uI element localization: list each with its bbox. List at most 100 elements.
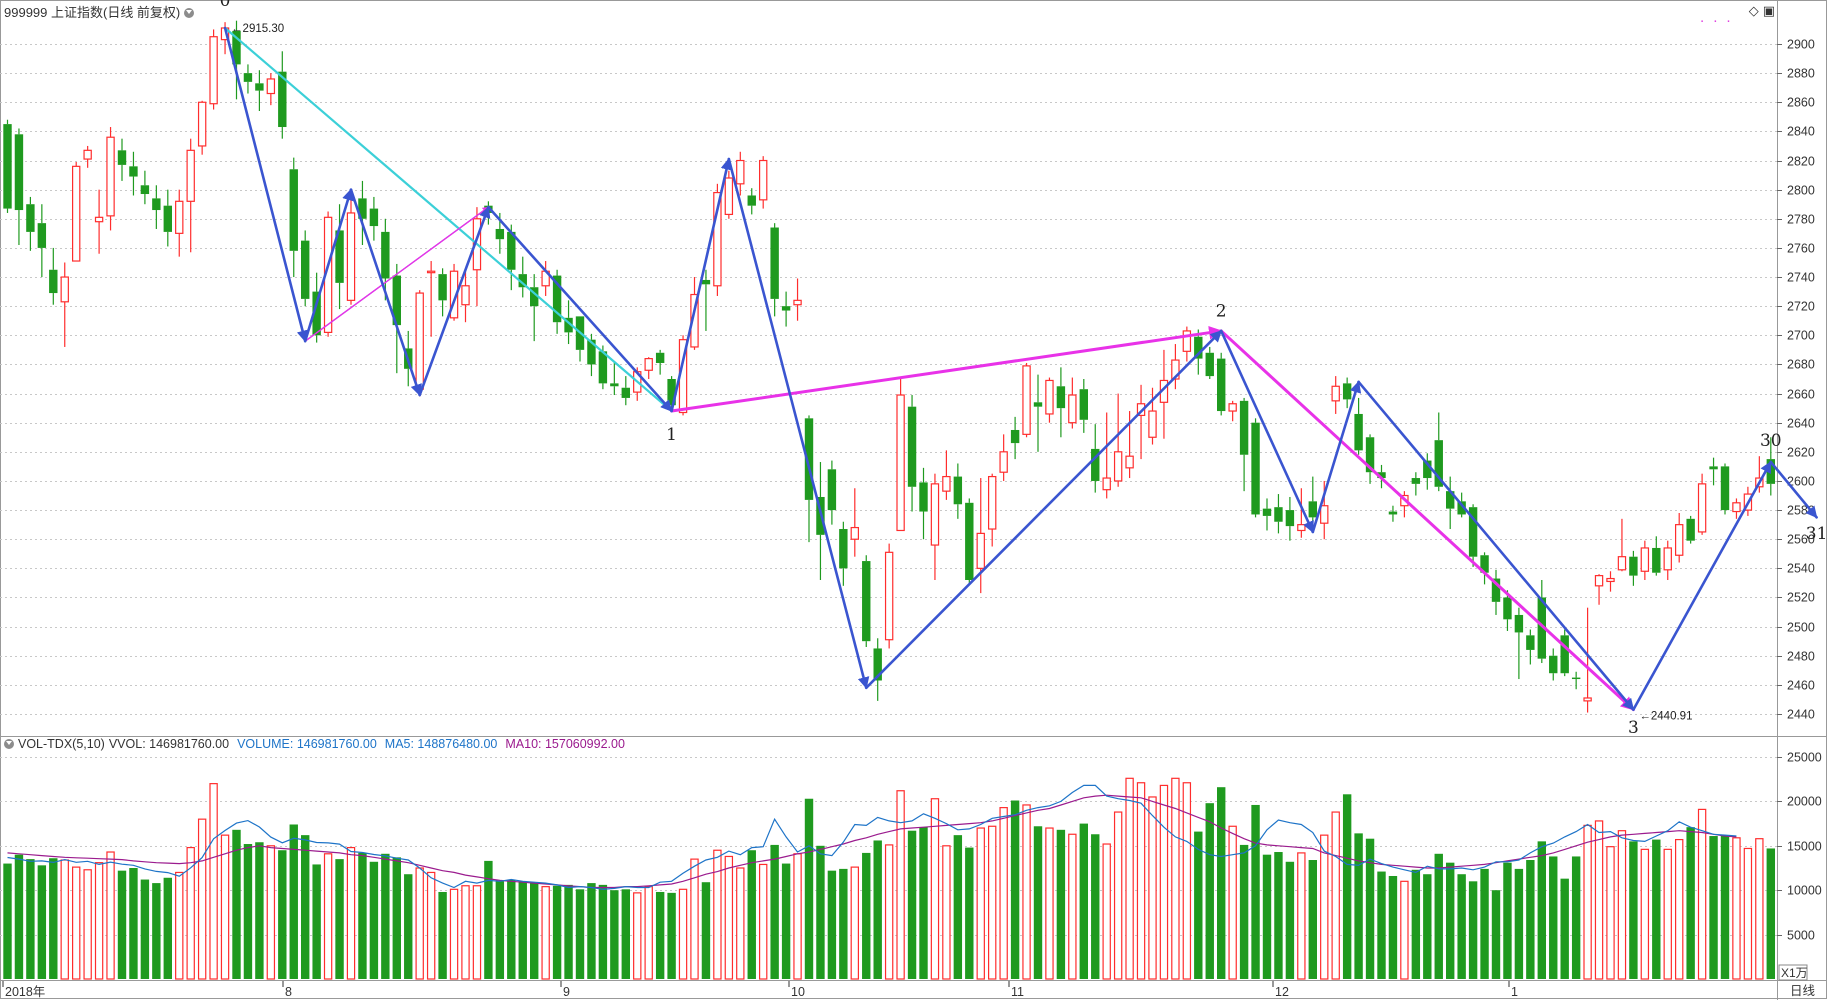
candle	[655, 349, 665, 375]
candle	[438, 268, 447, 317]
volume-bar-down	[358, 852, 367, 979]
volume-bar-up	[323, 853, 333, 980]
volume-bar-down	[495, 881, 505, 979]
wave-line-blue	[727, 157, 870, 690]
candle-body-up	[1182, 330, 1192, 352]
candle-body-up	[346, 212, 356, 301]
candle-body-down	[1549, 655, 1558, 674]
candle-body-up	[175, 200, 184, 234]
candle	[37, 204, 47, 278]
volume-bar-down	[1446, 862, 1455, 979]
volume-tick-label: 15000	[1787, 840, 1822, 854]
volume-bar-up	[1755, 838, 1764, 980]
candle-body-down	[1274, 507, 1283, 522]
candle	[1606, 571, 1615, 592]
volume-bar-down	[1423, 874, 1432, 979]
volume-bar-up	[1159, 784, 1169, 980]
candle-body-up	[736, 159, 745, 185]
volume-bar-down	[392, 857, 401, 979]
window-icon[interactable]: ▣	[1762, 3, 1775, 18]
volume-bar-up	[976, 827, 985, 980]
volume-bar-down	[747, 850, 756, 979]
volume-bar-down	[804, 798, 814, 979]
candle-body-up	[1697, 483, 1707, 533]
wave-line-blue	[1357, 380, 1635, 711]
candle	[94, 189, 104, 254]
volume-bar-down	[1560, 878, 1569, 979]
volume-bar-up	[197, 818, 207, 980]
volume-bar-down	[873, 840, 882, 979]
candle-body-down	[301, 240, 310, 299]
volume-bar-up	[713, 849, 722, 980]
volume-bar-down	[1354, 833, 1363, 979]
volume-bar-down	[1365, 838, 1375, 979]
candle	[1434, 412, 1443, 492]
volume-bar-down	[14, 854, 24, 979]
volume-bar-up	[186, 846, 195, 980]
candle	[1033, 374, 1043, 452]
candle-body-down	[37, 223, 47, 248]
date-tick-label: 2018年	[5, 985, 45, 999]
candle-body-down	[163, 205, 172, 232]
volume-bar-down	[598, 884, 608, 979]
candle	[71, 161, 81, 262]
volume-bar-down	[369, 861, 379, 979]
candle	[827, 460, 837, 525]
more-dots-icon[interactable]: · · ·	[1699, 12, 1733, 29]
volume-bar-up	[633, 892, 642, 980]
candle	[747, 188, 756, 215]
candle	[1514, 607, 1524, 680]
wave-line-magenta-thin	[304, 206, 490, 342]
candle-body-down	[255, 83, 264, 91]
volume-bar-down	[1377, 871, 1386, 979]
vol-indicator: VOL-TDX(5,10)	[18, 737, 105, 751]
volume-bar-down	[381, 853, 390, 979]
volume-bar-down	[243, 844, 253, 979]
candle	[1274, 494, 1283, 534]
wave-line-magenta-thick	[670, 326, 1223, 413]
volume-bar-down	[518, 881, 527, 979]
price-tick-label: 2840	[1787, 125, 1815, 139]
candle	[186, 138, 195, 253]
volume-bar-up	[94, 862, 104, 980]
candle-body-down	[1079, 389, 1088, 420]
candle	[713, 183, 722, 296]
candle-body-up	[1663, 547, 1672, 571]
volume-bar-down	[438, 891, 447, 979]
wave-label: 1	[666, 425, 677, 445]
volume-bar-down	[1079, 823, 1088, 979]
volume-bar-down	[163, 877, 172, 979]
candle-body-up	[1594, 575, 1604, 587]
candle	[140, 170, 150, 205]
candle-body-down	[1457, 501, 1466, 515]
volume-bar-down	[255, 842, 264, 979]
volume-bar-down	[117, 870, 127, 979]
candle	[793, 278, 802, 321]
candle	[930, 473, 940, 580]
candle	[873, 638, 882, 701]
candle-body-up	[1732, 502, 1741, 513]
volume-bar-down	[1468, 881, 1478, 979]
top-right-icons: ◇ ▣	[1745, 3, 1775, 19]
volume-bar-down	[1205, 803, 1214, 979]
volume-bar-down	[312, 864, 321, 979]
candle-body-down	[701, 279, 711, 285]
chart-title: 999999 上证指数(日线 前复权)	[4, 2, 195, 21]
volume-bar-down	[404, 874, 413, 979]
candle-body-up	[1583, 697, 1592, 702]
volume-bar-up	[266, 845, 276, 980]
candle-body-down	[495, 228, 505, 240]
diamond-icon[interactable]: ◇	[1748, 3, 1759, 18]
candle	[163, 189, 172, 247]
candle-body-up	[1022, 365, 1031, 435]
volume-tick-label: 5000	[1787, 929, 1815, 943]
volume-bar-down	[1033, 826, 1043, 979]
price-tick-label: 2760	[1787, 242, 1815, 256]
volume-bar-down	[1217, 787, 1226, 979]
candle	[1411, 472, 1421, 496]
dropdown-circle-icon[interactable]	[4, 739, 14, 749]
dropdown-circle-icon[interactable]	[184, 8, 195, 18]
candle	[301, 230, 310, 307]
symbol-title: 999999 上证指数(日线 前复权)	[4, 5, 181, 20]
